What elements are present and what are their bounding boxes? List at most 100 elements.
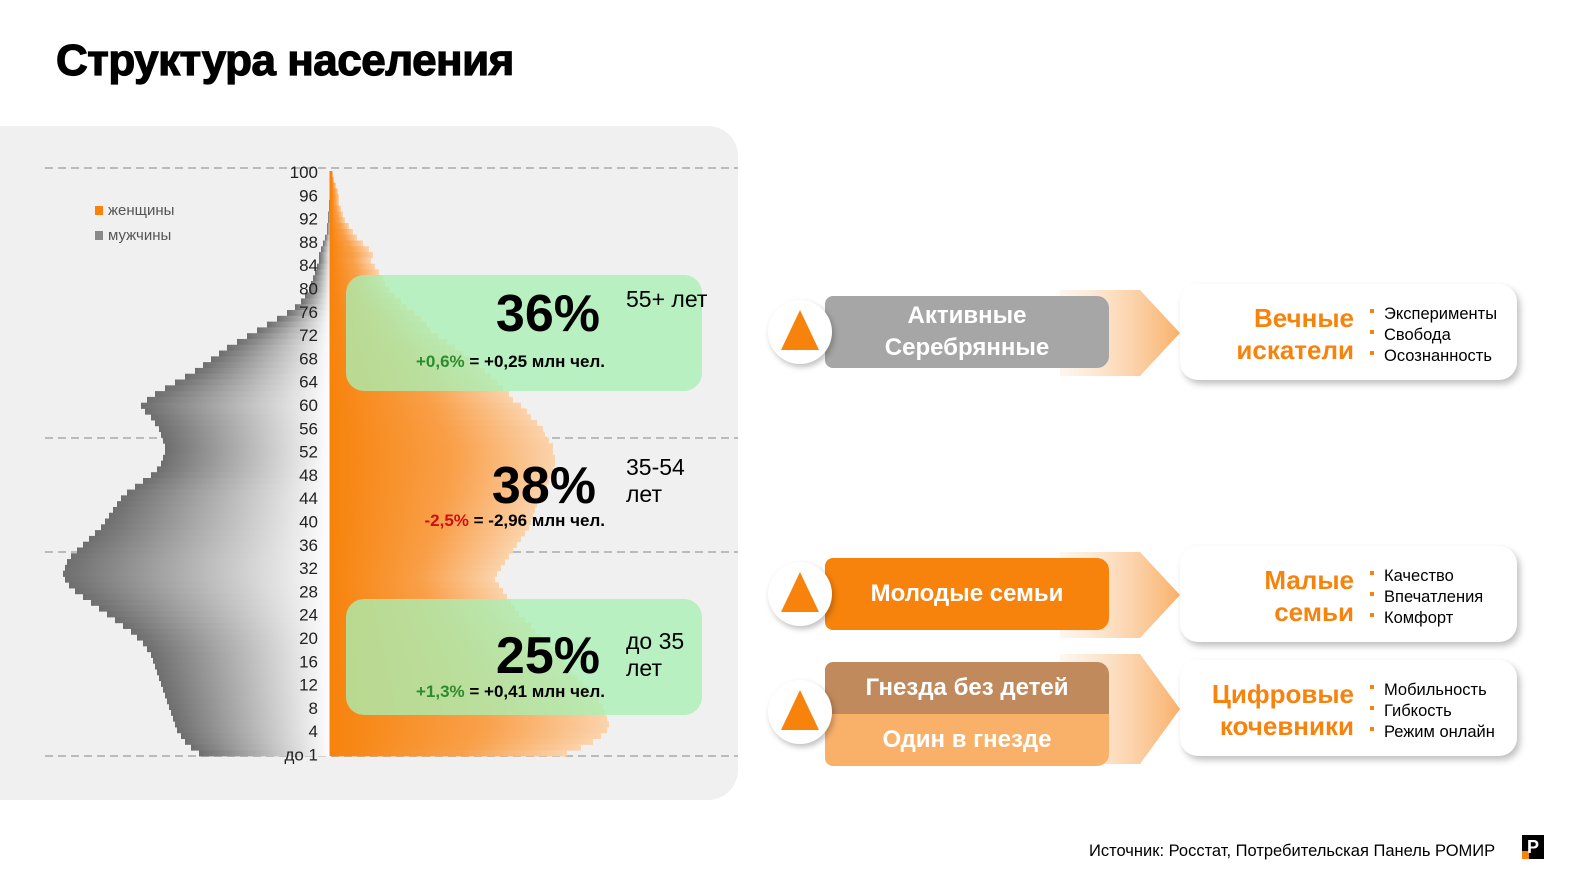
band-under-35-change-pct: +1,3% — [415, 682, 465, 701]
male-bar — [147, 645, 331, 653]
band-35-54-label: 35-54 лет — [626, 454, 685, 507]
male-bar — [107, 611, 331, 618]
y-tick-label: 92 — [299, 210, 318, 229]
female-bar — [331, 228, 353, 236]
male-bar — [147, 396, 331, 404]
male-bar — [305, 292, 331, 299]
female-bar — [331, 211, 343, 218]
female-bar — [331, 483, 547, 490]
female-bar — [331, 738, 593, 745]
male-bar — [175, 379, 331, 386]
y-tick-label: 100 — [290, 163, 318, 182]
logo-letter: Р — [1527, 837, 1539, 857]
female-bar — [331, 744, 581, 751]
male-bar — [175, 721, 331, 728]
segment-3-badge — [768, 680, 832, 744]
male-bar — [247, 333, 331, 340]
male-bar — [117, 501, 331, 508]
female-bar — [331, 443, 553, 450]
male-bar — [123, 622, 331, 629]
male-bar — [163, 686, 331, 693]
female-bar — [331, 460, 555, 467]
female-bar — [331, 466, 553, 473]
male-bar — [121, 495, 331, 502]
bullet-item: Осознанность — [1370, 346, 1497, 367]
male-bar — [317, 263, 331, 270]
male-bar — [77, 547, 331, 554]
male-bar — [65, 564, 331, 572]
band-55-percent: 36% — [495, 285, 600, 343]
male-bar — [83, 541, 331, 548]
band-35-54-percent: 38% — [491, 457, 596, 515]
population-pyramid-panel: 100 96 92 88 84 80 76 72 68 64 60 56 52 48 44 40 36 32 28 2… — [0, 126, 738, 800]
segment-2-badge — [768, 562, 832, 626]
y-tick-label: 4 — [309, 722, 318, 741]
male-bar — [115, 616, 331, 624]
female-bar — [331, 234, 357, 241]
card-small-families: Малые семьи Качество Впечатления Комфорт — [1180, 546, 1517, 642]
male-bar — [105, 518, 331, 525]
male-bar — [101, 524, 331, 531]
male-bar — [145, 408, 331, 415]
y-tick-label: 76 — [299, 303, 318, 322]
female-bar — [331, 269, 379, 276]
y-tick-label: 60 — [299, 396, 318, 415]
y-tick-label: 12 — [299, 676, 318, 695]
legend-swatch — [95, 206, 103, 215]
band-under-35 — [346, 599, 702, 715]
male-bar — [63, 570, 331, 577]
female-bar — [331, 553, 509, 560]
male-bar — [91, 599, 331, 606]
romir-logo: Р — [1522, 835, 1544, 859]
female-bar — [331, 437, 549, 444]
male-bar — [219, 350, 331, 357]
band-55-plus — [346, 275, 702, 391]
female-bar — [331, 252, 373, 259]
female-bar — [331, 564, 501, 572]
y-tick-label: 28 — [299, 582, 318, 601]
bullet-item: Мобильность — [1370, 680, 1495, 701]
card-3-bullets: Мобильность Гибкость Режим онлайн — [1370, 680, 1495, 743]
female-bar — [331, 263, 375, 270]
male-bar — [83, 593, 331, 601]
male-bar — [171, 709, 331, 716]
female-bar — [331, 570, 497, 577]
band-under-35-percent: 25% — [495, 627, 600, 685]
y-tick-label: 16 — [299, 652, 318, 671]
male-bar — [113, 506, 331, 514]
female-bar — [331, 414, 531, 421]
male-bar — [287, 310, 331, 317]
segment-one-in-nest: Один в гнезде — [825, 714, 1109, 766]
card-3-title: Цифровые кочевники — [1211, 679, 1354, 741]
male-bar — [257, 327, 331, 334]
y-tick-label: 56 — [299, 419, 318, 438]
male-bar — [143, 477, 331, 485]
female-bar — [331, 402, 521, 409]
male-bar — [155, 420, 331, 427]
female-bar — [331, 506, 535, 514]
male-bar — [173, 715, 331, 722]
female-bar — [331, 518, 531, 525]
card-2-bullets: Качество Впечатления Комфорт — [1370, 566, 1483, 629]
male-bar — [135, 483, 331, 490]
y-tick-label: 88 — [299, 233, 318, 252]
female-bar — [331, 588, 503, 595]
female-bar — [331, 547, 513, 554]
female-bar — [331, 715, 607, 722]
female-bar — [331, 257, 371, 265]
bullet-item: Свобода — [1370, 325, 1497, 346]
card-2-title: Малые семьи — [1264, 565, 1354, 627]
male-bar — [267, 321, 331, 328]
male-bar — [137, 634, 331, 641]
male-bar — [191, 744, 331, 751]
female-bar — [331, 396, 513, 404]
male-bar — [177, 727, 331, 734]
y-tick-label: 20 — [299, 629, 318, 648]
male-bar — [109, 512, 331, 519]
band-35-54-change: -2,5% = -2,96 млн чел. — [305, 511, 606, 531]
male-bar — [327, 228, 331, 236]
male-bar — [153, 657, 331, 664]
female-bar — [331, 217, 345, 224]
card-1-title: Вечные искатели — [1236, 303, 1354, 365]
y-tick-label: 72 — [299, 326, 318, 345]
